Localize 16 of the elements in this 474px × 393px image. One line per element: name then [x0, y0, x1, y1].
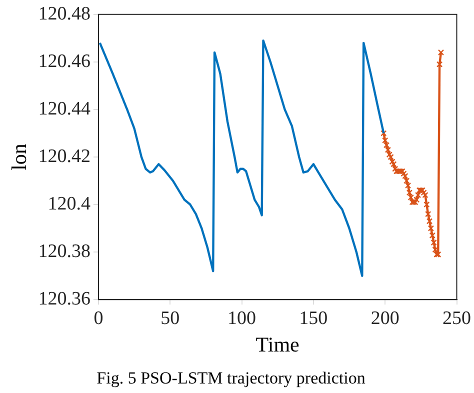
x-tick-label: 0 — [94, 308, 104, 329]
y-tick-label: 120.4 — [48, 194, 91, 215]
y-tick-label: 120.46 — [38, 50, 90, 72]
text: Fig. 5 PSO-LSTM trajectory prediction — [96, 368, 366, 388]
x-tick-label: 50 — [160, 308, 180, 329]
y-tick-label: 120.38 — [38, 241, 90, 262]
x-axis-title: Time — [256, 332, 300, 357]
x-tick-label: 100 — [228, 308, 256, 329]
y-tick-label: 120.36 — [38, 288, 90, 310]
y-tick-label: 120.44 — [38, 98, 91, 120]
x-tick-label: 150 — [299, 308, 328, 329]
y-tick-label: 120.42 — [38, 146, 90, 167]
y-tick-label: 120.48 — [38, 3, 90, 24]
x-tick-label: 250 — [442, 308, 471, 329]
x-tick-label: 200 — [370, 308, 400, 329]
y-axis-title: lon — [7, 143, 32, 170]
